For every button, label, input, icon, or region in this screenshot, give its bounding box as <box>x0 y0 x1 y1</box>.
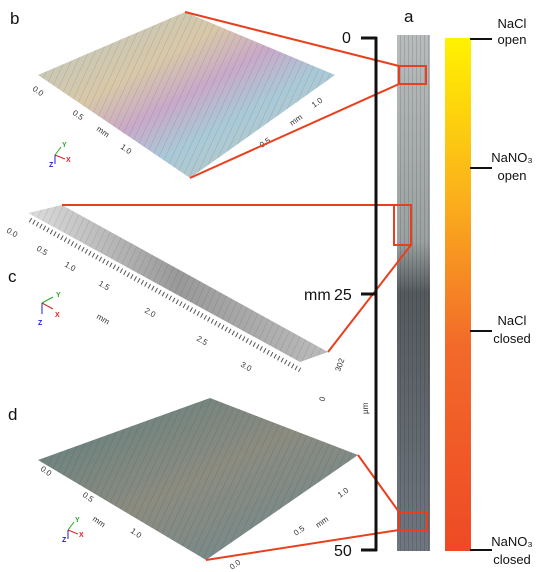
panel-label: a <box>404 7 414 26</box>
condition-bar <box>445 38 471 551</box>
axis-label: μm <box>361 402 370 414</box>
axis-label: 0.0 <box>228 558 243 572</box>
panel-label: c <box>8 267 17 286</box>
axis-label: 1.0 <box>119 142 134 156</box>
triad-label: Y <box>56 292 61 299</box>
panel-b: b 0.0 0.5 mm 1.0 1.0 mm 0.5 X Y Z <box>10 9 335 178</box>
condition: closed <box>493 552 531 567</box>
scale-tick-label: 50 <box>334 543 352 560</box>
axis-label: 1.5 <box>97 279 112 293</box>
scale-tick-label: 0 <box>342 30 351 47</box>
axis-label: mm <box>95 312 111 327</box>
axis-triad: X Y Z <box>38 292 61 327</box>
condition: open <box>498 168 527 183</box>
axis-label: 1.0 <box>336 486 351 500</box>
scale-tick-label: 25 <box>334 287 352 304</box>
axis-label: 0.5 <box>35 244 50 258</box>
axis-label: mm <box>95 124 111 139</box>
condition-ticks <box>470 39 492 550</box>
axis-label: 0.5 <box>292 524 307 538</box>
triad-label: X <box>55 312 60 319</box>
texture <box>397 35 430 551</box>
figure: b 0.0 0.5 mm 1.0 1.0 mm 0.5 X Y Z c 0.0 … <box>0 0 539 572</box>
condition: NaNO₃ <box>491 534 532 549</box>
triad-label: Z <box>62 537 67 544</box>
texture <box>38 398 358 560</box>
axis-label: 0.0 <box>31 84 46 98</box>
triad-label: X <box>79 532 84 539</box>
axis-label: 1.0 <box>310 96 325 110</box>
condition: NaCl <box>498 16 527 31</box>
condition: NaCl <box>498 313 527 328</box>
scale-unit: mm <box>304 287 331 304</box>
triad-label: Y <box>62 142 67 149</box>
triad-label: Y <box>75 517 80 524</box>
axis-label: mm <box>91 514 107 529</box>
ruler <box>30 220 300 370</box>
axis-label: 302 <box>333 357 346 373</box>
axis-label: 3.0 <box>239 360 254 374</box>
axis-triad: X Y Z <box>49 142 71 169</box>
texture <box>28 205 328 362</box>
axis-label: 2.5 <box>195 334 210 348</box>
condition: NaNO₃ <box>491 150 532 165</box>
panel-label: b <box>10 9 19 28</box>
axis-label: 1.0 <box>63 260 78 274</box>
axis-label: 0.0 <box>5 226 20 240</box>
axis-label: 0 <box>317 395 327 403</box>
texture <box>38 12 335 178</box>
triad-label: X <box>66 157 71 164</box>
axis-label: 2.0 <box>143 306 158 320</box>
axis-label: 0.5 <box>71 108 86 122</box>
axis-label: 1.0 <box>129 526 144 540</box>
triad-label: Z <box>49 162 54 169</box>
triad-label: Z <box>38 320 43 327</box>
axis-label: mm <box>288 112 304 127</box>
axis-label: mm <box>314 514 330 529</box>
condition: open <box>498 32 527 47</box>
panel-label: d <box>8 405 17 424</box>
scale-bar <box>361 37 377 551</box>
axis-triad: X Y Z <box>62 517 84 544</box>
panel-d: d 0.0 0.5 mm 1.0 1.0 mm 0.5 0.0 X Y Z <box>8 398 358 572</box>
condition: closed <box>493 331 531 346</box>
panel-c: c 0.0 0.5 1.0 1.5 mm 2.0 2.5 3.0 302 0 μ… <box>5 205 370 414</box>
